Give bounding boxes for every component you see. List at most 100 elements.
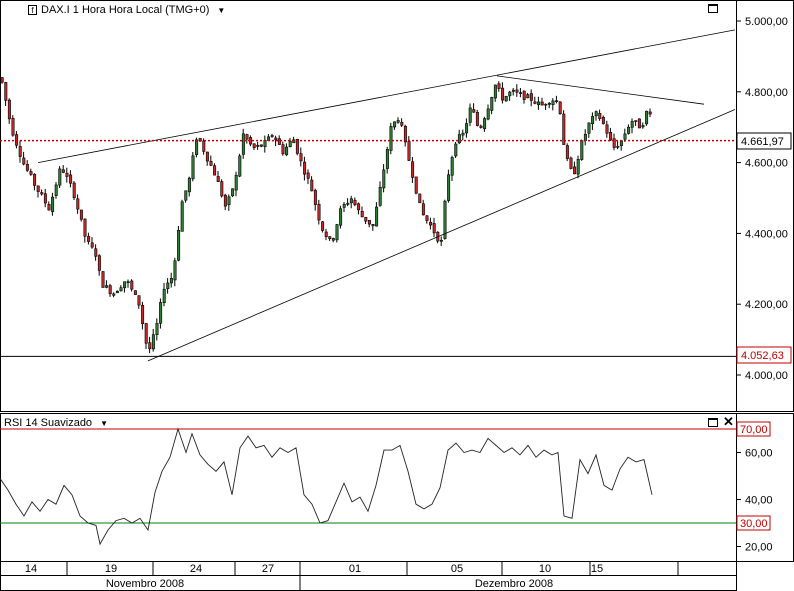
candle-body xyxy=(515,89,519,93)
oversold-box xyxy=(736,515,771,531)
candle-body xyxy=(360,210,364,218)
chart-indicator-icon[interactable]: f xyxy=(28,5,37,15)
trendline[interactable] xyxy=(496,75,705,105)
price-tick-label: 4.000,00 xyxy=(745,370,788,382)
candle-body xyxy=(115,291,119,294)
candle-body xyxy=(346,202,350,205)
candle-body xyxy=(486,108,490,120)
candle-body xyxy=(72,182,76,199)
candle-body xyxy=(389,126,393,151)
candle-body xyxy=(227,196,231,206)
time-axis-ticks: 14 19 24 27 01 05 10 15 Novembro 2008 Dezembro 20… xyxy=(25,562,679,591)
candle-body xyxy=(443,200,447,239)
candle-body xyxy=(177,229,181,261)
maximize-icon[interactable] xyxy=(708,4,718,13)
candle-body xyxy=(501,87,505,101)
price-tick-label: 4.600,00 xyxy=(745,158,788,170)
candle-body xyxy=(321,221,325,231)
candle-body xyxy=(58,168,62,186)
candle-body xyxy=(205,151,209,162)
rsi-panel-header[interactable]: RSI 14 Suavizado ▼ xyxy=(4,417,108,429)
candle-body xyxy=(475,111,479,126)
candle-body xyxy=(328,236,332,240)
candle-body xyxy=(382,169,386,189)
candle-body xyxy=(281,144,285,155)
main-panel-header[interactable]: f DAX.I 1 Hora Hora Local (TMG+0) ▼ xyxy=(28,4,225,16)
candle-body xyxy=(544,103,548,106)
candle-body xyxy=(493,84,497,99)
candle-body xyxy=(162,288,166,304)
main-price-axis xyxy=(736,0,794,412)
triangle-down-icon[interactable]: ▼ xyxy=(217,5,226,15)
month-label: Dezembro 2008 xyxy=(475,578,553,590)
candle-body xyxy=(349,198,353,204)
candle-body xyxy=(169,278,173,284)
close-icon[interactable]: ✕ xyxy=(723,414,734,429)
rsi-panel-frame xyxy=(0,413,737,562)
candle-body xyxy=(508,91,512,97)
candle-body xyxy=(245,134,249,140)
candle-body xyxy=(256,144,260,147)
candle-body xyxy=(144,323,148,344)
candle-body xyxy=(238,155,242,177)
candle-body xyxy=(159,302,163,324)
price-tick-label: 4.200,00 xyxy=(745,299,788,311)
candle-body xyxy=(378,186,382,206)
candle-body xyxy=(616,146,620,148)
candle-body xyxy=(40,192,44,195)
candle-body xyxy=(43,193,47,204)
candle-body xyxy=(299,153,303,162)
candle-body xyxy=(425,215,429,221)
candle-body xyxy=(123,281,127,289)
candle-body xyxy=(504,96,508,102)
candle-body xyxy=(465,123,469,134)
candle-body xyxy=(591,116,595,125)
candle-body xyxy=(450,157,454,176)
trendline[interactable] xyxy=(147,109,736,362)
trendline[interactable] xyxy=(37,29,736,163)
candle-body xyxy=(18,146,22,157)
candle-body xyxy=(594,111,598,117)
candle-body xyxy=(112,293,116,296)
candle-body xyxy=(191,155,195,180)
candle-body xyxy=(641,125,645,128)
candle-body xyxy=(454,143,458,157)
candle-body xyxy=(580,140,584,160)
overbought-box xyxy=(736,421,771,437)
candle-body xyxy=(522,90,526,100)
candle-body xyxy=(119,287,123,292)
candle-body xyxy=(97,255,101,271)
candle-body xyxy=(76,198,80,210)
triangle-down-icon[interactable]: ▼ xyxy=(100,418,108,428)
candle-body xyxy=(335,224,339,241)
oversold-label: 30,00 xyxy=(740,518,768,530)
candle-body xyxy=(295,139,299,154)
day-tick-label: 10 xyxy=(539,563,551,575)
candle-body xyxy=(331,238,335,241)
level-price-box xyxy=(736,346,792,364)
candle-body xyxy=(418,193,422,204)
candle-body xyxy=(634,120,638,122)
candle-body xyxy=(259,144,263,147)
candle-body xyxy=(79,209,83,220)
candle-body xyxy=(65,172,69,177)
day-tick-label: 24 xyxy=(190,563,202,575)
candle-body xyxy=(339,208,343,226)
candle-body xyxy=(252,143,256,148)
rsi-tick-label: 40,00 xyxy=(745,495,773,507)
maximize-icon[interactable] xyxy=(708,418,718,427)
candle-body xyxy=(180,201,184,232)
candle-body xyxy=(483,118,487,130)
candle-body xyxy=(421,203,425,216)
candle-body xyxy=(519,92,523,94)
candle-body xyxy=(511,89,515,92)
candle-body xyxy=(558,101,562,114)
candle-body xyxy=(36,185,40,192)
candle-body xyxy=(133,290,137,295)
candle-body xyxy=(547,103,551,105)
candle-body xyxy=(619,140,623,146)
candle-body xyxy=(155,323,159,335)
candle-body xyxy=(317,203,321,221)
candle-body xyxy=(562,113,566,145)
candle-body xyxy=(375,206,379,227)
